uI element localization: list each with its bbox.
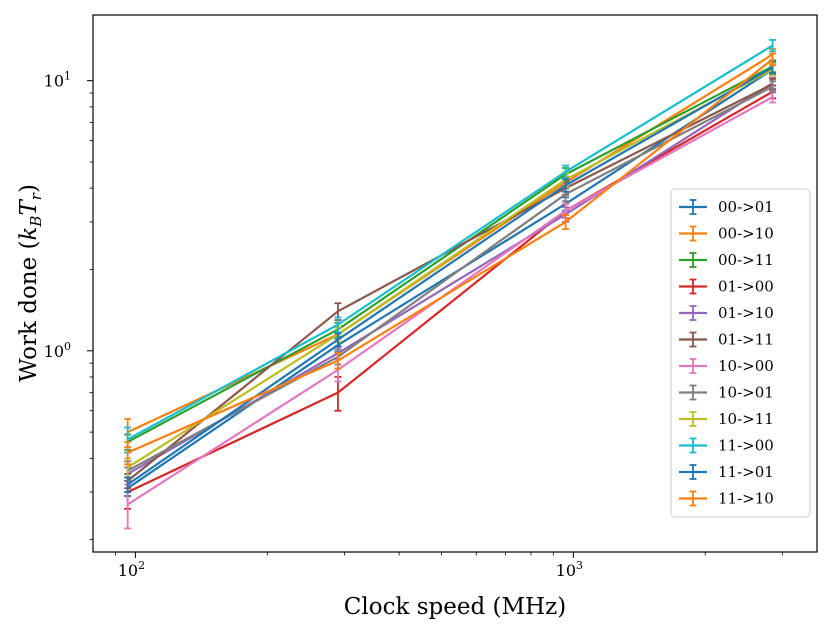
legend-item: 00->01 [679, 198, 774, 216]
x-tick-base: 10 [118, 561, 138, 580]
legend-label: 11->00 [718, 437, 774, 455]
y-tick-base: 10 [44, 342, 64, 361]
legend-label: 01->10 [718, 304, 774, 322]
y-tick-label: 100 [44, 340, 71, 361]
legend-box [670, 188, 811, 518]
svg-text:Work done (kBTr): Work done (kBTr) [16, 184, 45, 382]
legend-label: 00->01 [718, 198, 774, 216]
x-tick-label: 102 [118, 559, 145, 580]
error-bar [562, 214, 570, 231]
series-11-to-10 [124, 52, 777, 466]
legend-item: 01->11 [679, 331, 774, 349]
error-bar [769, 39, 777, 53]
legend-label: 11->01 [718, 463, 774, 481]
legend-label: 10->00 [718, 357, 774, 375]
legend-label: 01->11 [718, 331, 774, 349]
error-bar [334, 332, 342, 348]
series-layer [124, 39, 777, 530]
error-bar [562, 178, 570, 193]
legend-item: 10->00 [679, 357, 774, 375]
series-line [126, 83, 774, 482]
error-bar [334, 316, 342, 334]
y-axis-label-T: T [16, 199, 42, 216]
plot-frame [92, 14, 818, 553]
legend-label: 01->00 [718, 278, 774, 296]
legend: 00->01 00->10 00->11 01->00 01->10 01->11 10->… [670, 188, 811, 518]
series-line [127, 65, 774, 443]
series-11-to-01 [124, 60, 777, 493]
x-tick-exponent: 3 [576, 559, 583, 572]
y-tick-base: 10 [44, 72, 64, 91]
y-axis-label: Work done (kBTr) [16, 184, 45, 382]
y-axis-label-ksub: B [27, 216, 45, 228]
legend-label: 11->10 [718, 490, 774, 508]
legend-item: 10->11 [679, 410, 774, 428]
error-bar [124, 441, 132, 466]
legend-item: 11->10 [679, 490, 774, 508]
error-bar [124, 476, 132, 493]
x-tick-exponent: 2 [138, 559, 145, 572]
y-tick-exponent: 1 [64, 70, 71, 83]
error-bar [334, 352, 342, 370]
x-tick-base: 10 [556, 561, 576, 580]
series-line [127, 68, 774, 469]
legend-label: 00->10 [718, 225, 774, 243]
legend-item: 01->00 [679, 278, 774, 296]
series-line [127, 44, 774, 441]
error-bar [769, 80, 777, 94]
legend-item: 10->01 [679, 384, 774, 402]
y-tick-exponent: 0 [64, 340, 71, 353]
legend-item: 01->10 [679, 304, 774, 322]
y-axis-label-k: k [16, 227, 42, 241]
series-line [127, 53, 774, 434]
error-bar [769, 52, 777, 67]
series-line [127, 66, 774, 486]
x-tick-label: 103 [556, 559, 583, 580]
y-axis-label-close: ) [16, 184, 42, 193]
legend-item: 11->01 [679, 463, 774, 481]
x-axis-label: Clock speed (MHz) [344, 594, 566, 620]
series-line [127, 58, 774, 454]
y-axis-label-text: Work done ( [16, 241, 42, 382]
legend-item: 00->10 [679, 225, 774, 243]
legend-label: 00->11 [718, 251, 774, 269]
series-line [127, 90, 774, 494]
legend-label: 10->11 [718, 410, 774, 428]
legend-item: 11->00 [679, 437, 774, 455]
legend-item: 00->11 [679, 251, 774, 269]
legend-label: 10->01 [718, 384, 774, 402]
y-axis-label-Tsub: r [27, 192, 45, 200]
y-tick-label: 101 [44, 70, 71, 91]
